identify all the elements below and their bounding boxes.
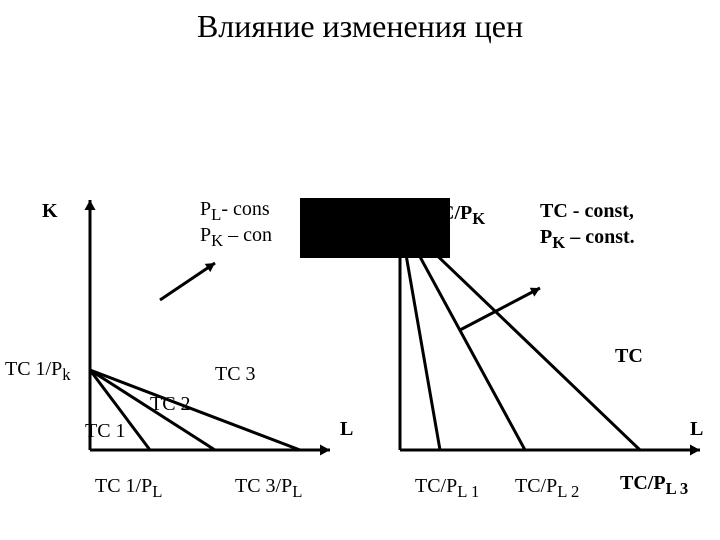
right-note-line1: TC - const, <box>540 200 634 223</box>
diagram-stage: Влияние изменения цен K TC 1/Pk TC 1 TC … <box>0 0 720 540</box>
occlusion-box <box>300 198 450 258</box>
left-x-tick-1: TC 1/PL <box>95 475 162 502</box>
left-axis-l-label: L <box>340 418 353 441</box>
right-x-tick-2: TC/PL 2 <box>515 475 579 502</box>
right-note-line2: PK – const. <box>540 226 635 253</box>
left-note-line1: PL- cons <box>200 198 270 225</box>
left-line-label-tc1: TC 1 <box>85 420 126 443</box>
right-x-tick-3: TC/PL 3 <box>620 472 688 499</box>
right-line-label-tc: TC <box>615 345 643 368</box>
right-ylabel-fragment: C/PK <box>440 202 485 229</box>
right-x-tick-1: TC/PL 1 <box>415 475 479 502</box>
left-x-tick-3: TC 3/PL <box>235 475 302 502</box>
left-line-label-tc3: TC 3 <box>215 363 256 386</box>
left-line-label-tc2: TC 2 <box>150 393 191 416</box>
right-axis-l-label: L <box>690 418 703 441</box>
left-yaxis-tick-label: TC 1/Pk <box>5 358 71 385</box>
left-note-line2: PK – con <box>200 224 272 251</box>
diagram-svg <box>0 0 720 540</box>
left-axis-k-label: K <box>42 200 58 223</box>
